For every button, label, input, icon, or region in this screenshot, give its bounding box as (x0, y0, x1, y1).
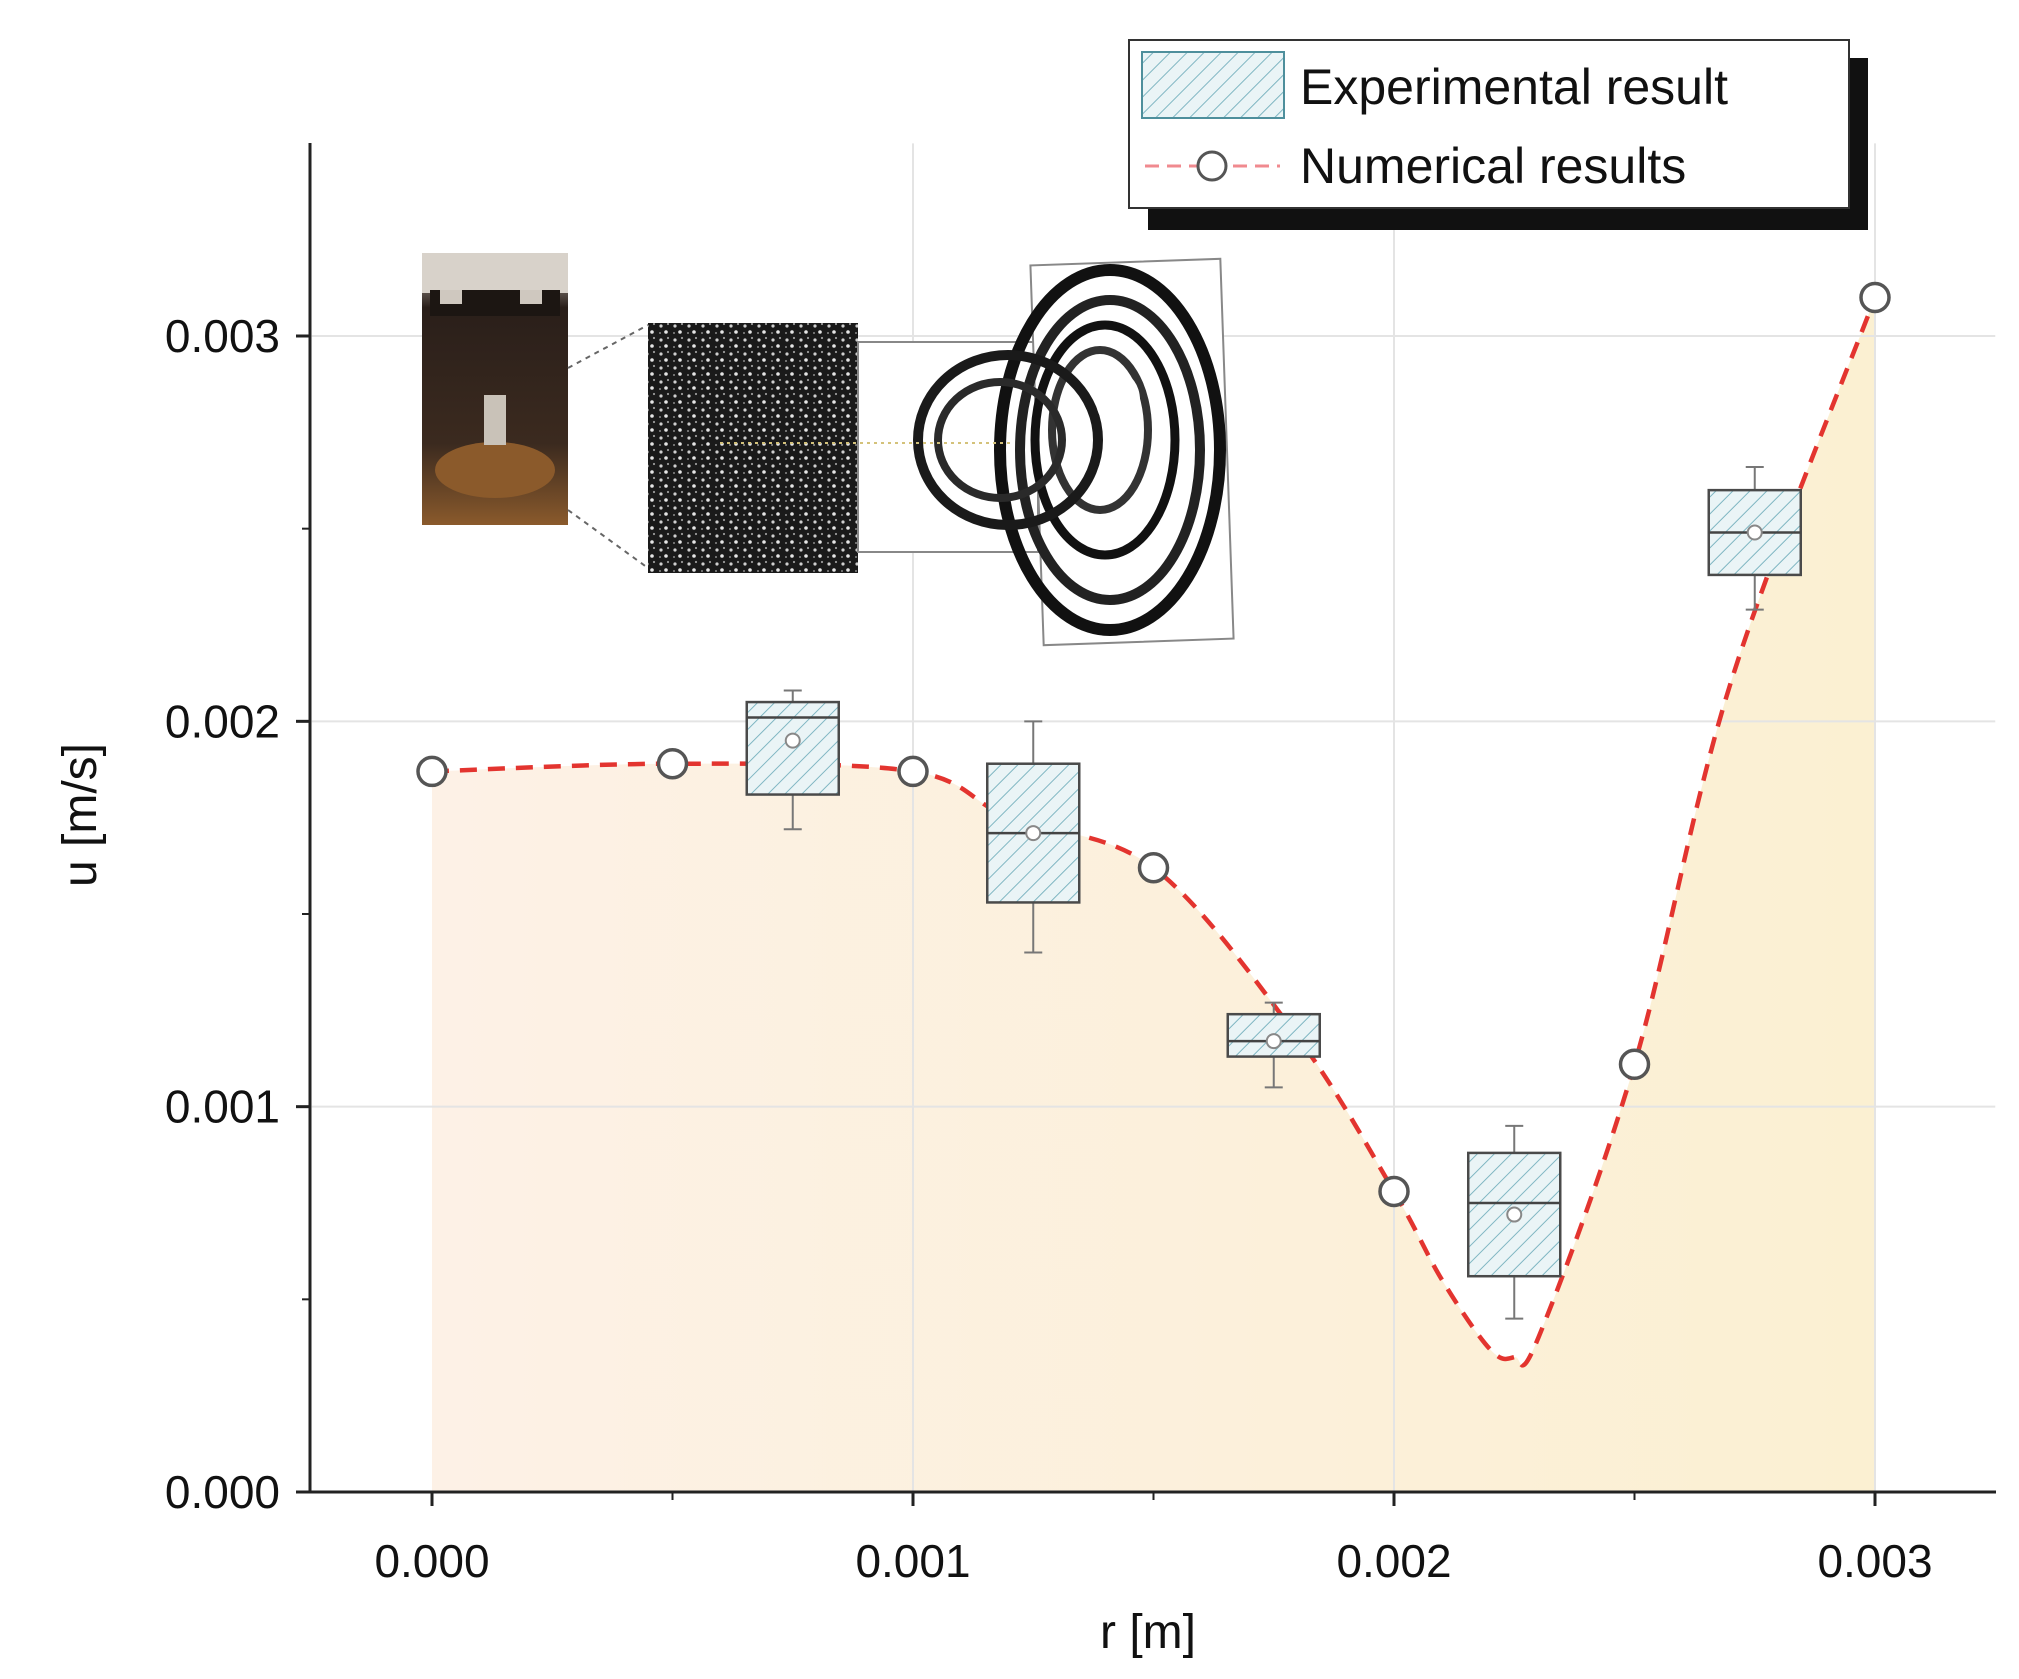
box-plot (1467, 1124, 1562, 1320)
inset-fringe-1 (994, 264, 1226, 636)
x-axis-label: r [m] (1100, 1606, 1196, 1659)
box-mean (784, 732, 801, 749)
box-mean (1025, 825, 1042, 842)
inset-illustration (422, 253, 1235, 647)
x-tick-label: 0.001 (855, 1535, 970, 1587)
y-tick-label: 0.003 (165, 310, 280, 362)
y-tick-label: 0.000 (165, 1466, 280, 1518)
numerical-marker (1378, 1175, 1410, 1208)
legend-label-experimental: Experimental result (1300, 59, 1728, 115)
x-tick-label: 0.002 (1336, 1535, 1451, 1587)
numerical-marker (1618, 1048, 1651, 1081)
y-tick-label: 0.001 (165, 1081, 280, 1133)
numerical-marker (416, 755, 448, 788)
inset-fringe-5 (913, 350, 1103, 530)
inset-photo-top (422, 253, 568, 293)
inset-speckle-image (648, 323, 858, 573)
legend-label-numerical: Numerical results (1300, 138, 1686, 194)
inset-connector-bottom (567, 509, 649, 569)
numerical-marker (656, 747, 689, 780)
inset-photo-stem (484, 395, 506, 445)
y-tick-label: 0.002 (165, 695, 280, 747)
numerical-marker (1137, 852, 1170, 884)
box-mean (1746, 524, 1763, 541)
y-axis-label: u [m/s] (54, 743, 107, 887)
box-plot (1226, 1001, 1321, 1089)
inset-photo-clamp-left (440, 290, 462, 304)
inset-connector-top (567, 324, 649, 369)
inset-fringe-center (1096, 372, 1140, 428)
inset-fringe-2 (1015, 295, 1205, 605)
area-fill (432, 297, 1875, 1492)
box-plot (745, 689, 840, 831)
numerical-markers (416, 281, 1891, 1208)
box-plot (986, 720, 1081, 954)
numerical-marker (1859, 281, 1891, 314)
legend: Experimental result Numerical results (1128, 39, 1868, 230)
legend-marker-numerical (1196, 150, 1228, 182)
experimental-boxes (745, 466, 1802, 1320)
inset-fringe-6 (934, 378, 1066, 502)
inset-fringe-3 (1030, 320, 1180, 560)
inset-fringe-4 (1048, 346, 1152, 514)
x-tick-label: 0.003 (1817, 1535, 1932, 1587)
inset-photo-clamp-right (520, 290, 542, 304)
box-mean (1265, 1033, 1282, 1050)
box-mean (1506, 1206, 1523, 1223)
numerical-marker (897, 755, 929, 788)
inset-photo-base (435, 442, 555, 498)
axis-ticks: 0.000 0.001 0.002 0.003 0.000 0.001 0.002 0.003 (165, 310, 1933, 1587)
box-plot (1707, 466, 1802, 611)
x-tick-label: 0.000 (374, 1535, 489, 1587)
legend-swatch-experimental (1141, 51, 1285, 119)
